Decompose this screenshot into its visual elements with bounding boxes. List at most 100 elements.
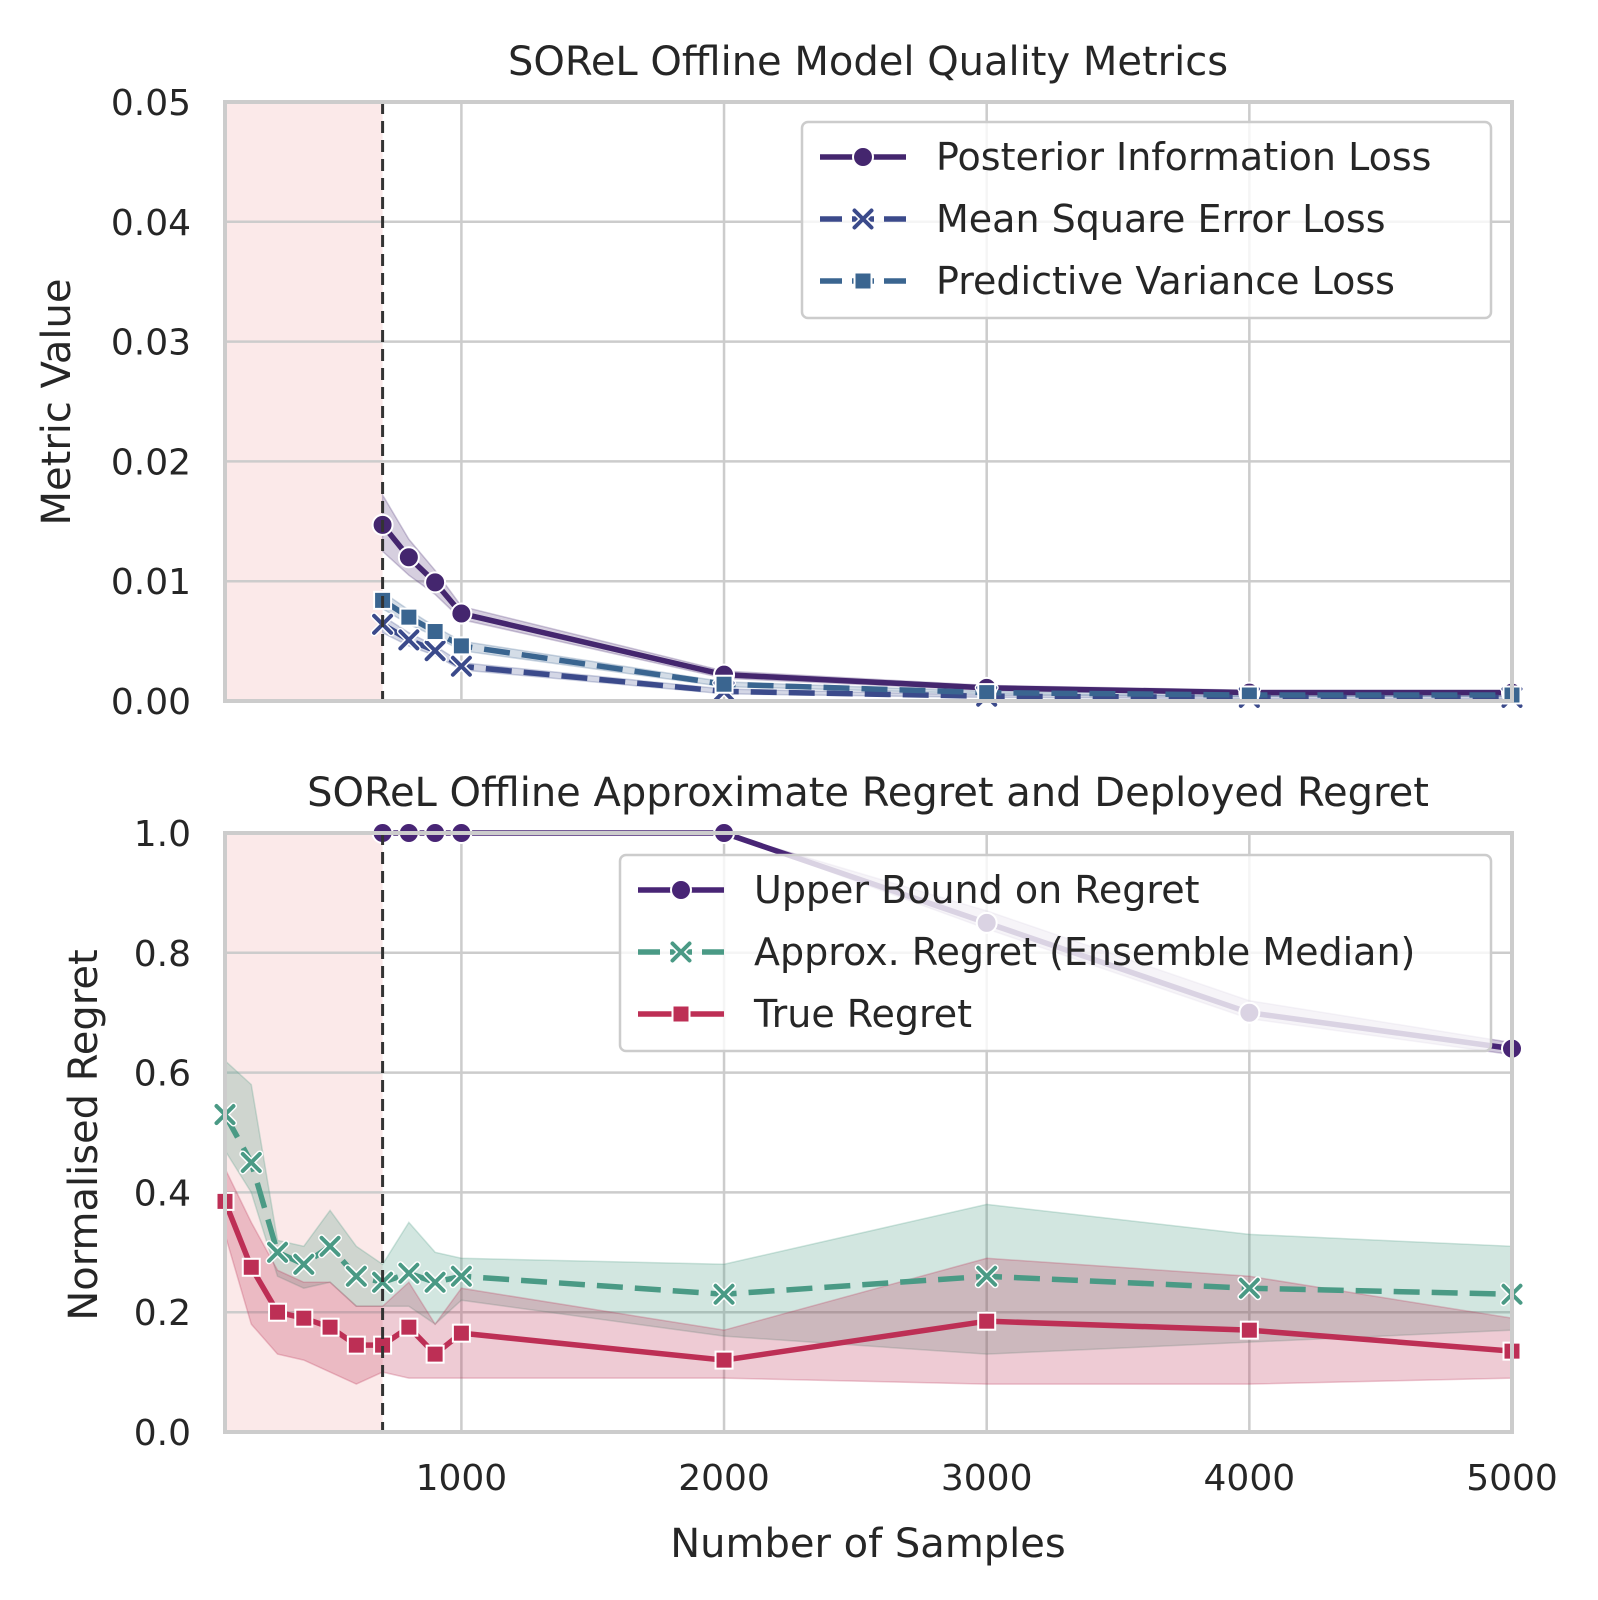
top-chart-legend: Posterior Information Loss Mean Square Er…	[800, 120, 1493, 320]
x-axis-label: Number of Samples	[670, 1521, 1066, 1567]
approx-regret-ensemble-median-point-stroke	[713, 1283, 735, 1305]
mean-square-error-loss-legend-marker-stroke	[852, 208, 874, 230]
approx-regret-ensemble-median-point	[344, 1264, 369, 1289]
upper-bound-on-regret-legend-label: Upper Bound on Regret	[754, 868, 1200, 912]
bottom-legend-box	[618, 853, 1493, 1053]
true-regret-point	[320, 1317, 340, 1337]
x-tick-label: 2000	[678, 1458, 770, 1499]
x-tick-label: 1000	[416, 1458, 508, 1499]
y-tick-label: 0.6	[134, 1054, 191, 1095]
approx-regret-ensemble-median-point	[423, 1270, 448, 1295]
approx-regret-ensemble-median-point-stroke	[424, 1271, 446, 1293]
approx-regret-ensemble-median-point	[265, 1240, 290, 1265]
top-chart-y-axis-label: Metric Value	[34, 279, 80, 526]
predictive-variance-loss-point	[451, 636, 471, 656]
approx-regret-ensemble-median-point-stroke	[372, 1271, 394, 1293]
y-tick-label: 0.01	[111, 562, 191, 603]
mean-square-error-loss-point	[396, 627, 421, 652]
y-tick-label: 0.05	[111, 83, 191, 124]
bottom-chart-frame	[223, 831, 1514, 1434]
shaded-region	[225, 833, 383, 1432]
posterior-information-loss-band	[381, 492, 1513, 695]
posterior-information-loss-point	[424, 571, 447, 594]
true-regret-point	[399, 1317, 419, 1337]
y-tick-label: 0.00	[111, 682, 191, 723]
upper-bound-on-regret-legend-marker	[670, 879, 692, 901]
bottom-chart-y-axis-label: Normalised Regret	[61, 949, 107, 1320]
approx-regret-ensemble-median-point	[974, 1264, 999, 1289]
y-tick-label: 0.4	[134, 1173, 191, 1214]
posterior-information-loss-legend-marker	[852, 146, 874, 168]
mean-square-error-loss-point-stroke	[424, 640, 446, 662]
approx-regret-ensemble-median-point-stroke	[345, 1265, 367, 1287]
x-tick-label: 5000	[1466, 1458, 1558, 1499]
y-tick-label: 0.2	[134, 1293, 191, 1334]
mean-square-error-loss-point-stroke	[398, 629, 420, 651]
predictive-variance-loss-legend-label: Predictive Variance Loss	[936, 259, 1395, 303]
true-regret-point	[268, 1302, 288, 1322]
true-regret-point	[714, 1350, 734, 1370]
mean-square-error-loss-point	[449, 654, 474, 679]
predictive-variance-loss-point	[425, 622, 445, 642]
mean-square-error-loss-legend-label: Mean Square Error Loss	[936, 197, 1386, 241]
mean-square-error-loss-point-stroke	[450, 655, 472, 677]
predictive-variance-loss-line	[381, 598, 1512, 698]
mean-square-error-loss-point	[423, 638, 448, 663]
posterior-information-loss-point	[450, 602, 473, 625]
predictive-variance-loss-band	[381, 590, 1513, 697]
approx-regret-ensemble-median-point	[449, 1264, 474, 1289]
true-regret-legend-marker	[671, 1004, 691, 1024]
true-regret-point	[977, 1311, 997, 1331]
top-chart-frame	[223, 100, 1514, 703]
top-chart-panel: SOReL Offline Model Quality Metrics Metr…	[34, 39, 1524, 723]
approx-regret-ensemble-median-point-stroke	[1238, 1277, 1260, 1299]
true-regret-legend-label: True Regret	[753, 992, 972, 1036]
true-regret-point	[425, 1344, 445, 1364]
y-tick-label: 0.04	[111, 203, 191, 244]
true-regret-point	[1239, 1320, 1259, 1340]
predictive-variance-loss-point	[977, 683, 997, 703]
approx-regret-ensemble-median-legend-marker-stroke	[670, 941, 692, 963]
y-tick-label: 0.03	[111, 323, 191, 364]
posterior-information-loss-point	[397, 546, 420, 569]
bottom-chart-legend: Upper Bound on Regret Approx. Regret (Ens…	[618, 853, 1493, 1053]
approx-regret-ensemble-median-point	[370, 1270, 395, 1295]
y-tick-label: 1.0	[134, 814, 191, 855]
approx-regret-ensemble-median-point-stroke	[319, 1235, 341, 1257]
x-tick-label: 3000	[941, 1458, 1033, 1499]
approx-regret-ensemble-median-point	[318, 1234, 343, 1259]
y-tick-label: 0.02	[111, 442, 191, 483]
predictive-variance-loss-legend-marker	[853, 271, 873, 291]
predictive-variance-loss-point	[714, 674, 734, 694]
approx-regret-ensemble-median-point	[1237, 1276, 1262, 1301]
bottom-chart-title: SOReL Offline Approximate Regret and Dep…	[307, 770, 1429, 816]
y-tick-label: 0.8	[134, 934, 191, 975]
approx-regret-ensemble-median-point	[239, 1150, 264, 1175]
approx-regret-ensemble-median-point-stroke	[398, 1262, 420, 1284]
x-tick-label: 4000	[1204, 1458, 1296, 1499]
top-legend-box	[800, 120, 1493, 320]
approx-regret-ensemble-median-point-stroke	[267, 1241, 289, 1263]
true-regret-point	[346, 1335, 366, 1355]
y-tick-label: 0.0	[134, 1413, 191, 1454]
true-regret-point	[241, 1257, 261, 1277]
approx-regret-ensemble-median-point	[291, 1252, 316, 1277]
posterior-information-loss-line	[380, 523, 1512, 696]
approx-regret-ensemble-median-point-stroke	[450, 1265, 472, 1287]
true-regret-point	[294, 1308, 314, 1328]
true-regret-point	[451, 1323, 471, 1343]
approx-regret-ensemble-median-point-stroke	[293, 1253, 315, 1275]
bottom-chart-panel: SOReL Offline Approximate Regret and Dep…	[61, 770, 1558, 1567]
approx-regret-ensemble-median-point	[712, 1282, 737, 1307]
posterior-information-loss-legend-label: Posterior Information Loss	[936, 135, 1431, 179]
approx-regret-ensemble-median-point-stroke	[976, 1265, 998, 1287]
predictive-variance-loss-point	[399, 607, 419, 627]
top-chart-title: SOReL Offline Model Quality Metrics	[508, 39, 1228, 85]
approx-regret-ensemble-median-legend-label: Approx. Regret (Ensemble Median)	[754, 930, 1415, 974]
shaded-region	[225, 102, 383, 701]
approx-regret-ensemble-median-point	[396, 1261, 421, 1286]
approx-regret-ensemble-median-legend-marker	[669, 940, 693, 964]
approx-regret-ensemble-median-point-stroke	[240, 1151, 262, 1173]
mean-square-error-loss-legend-marker	[851, 207, 875, 231]
